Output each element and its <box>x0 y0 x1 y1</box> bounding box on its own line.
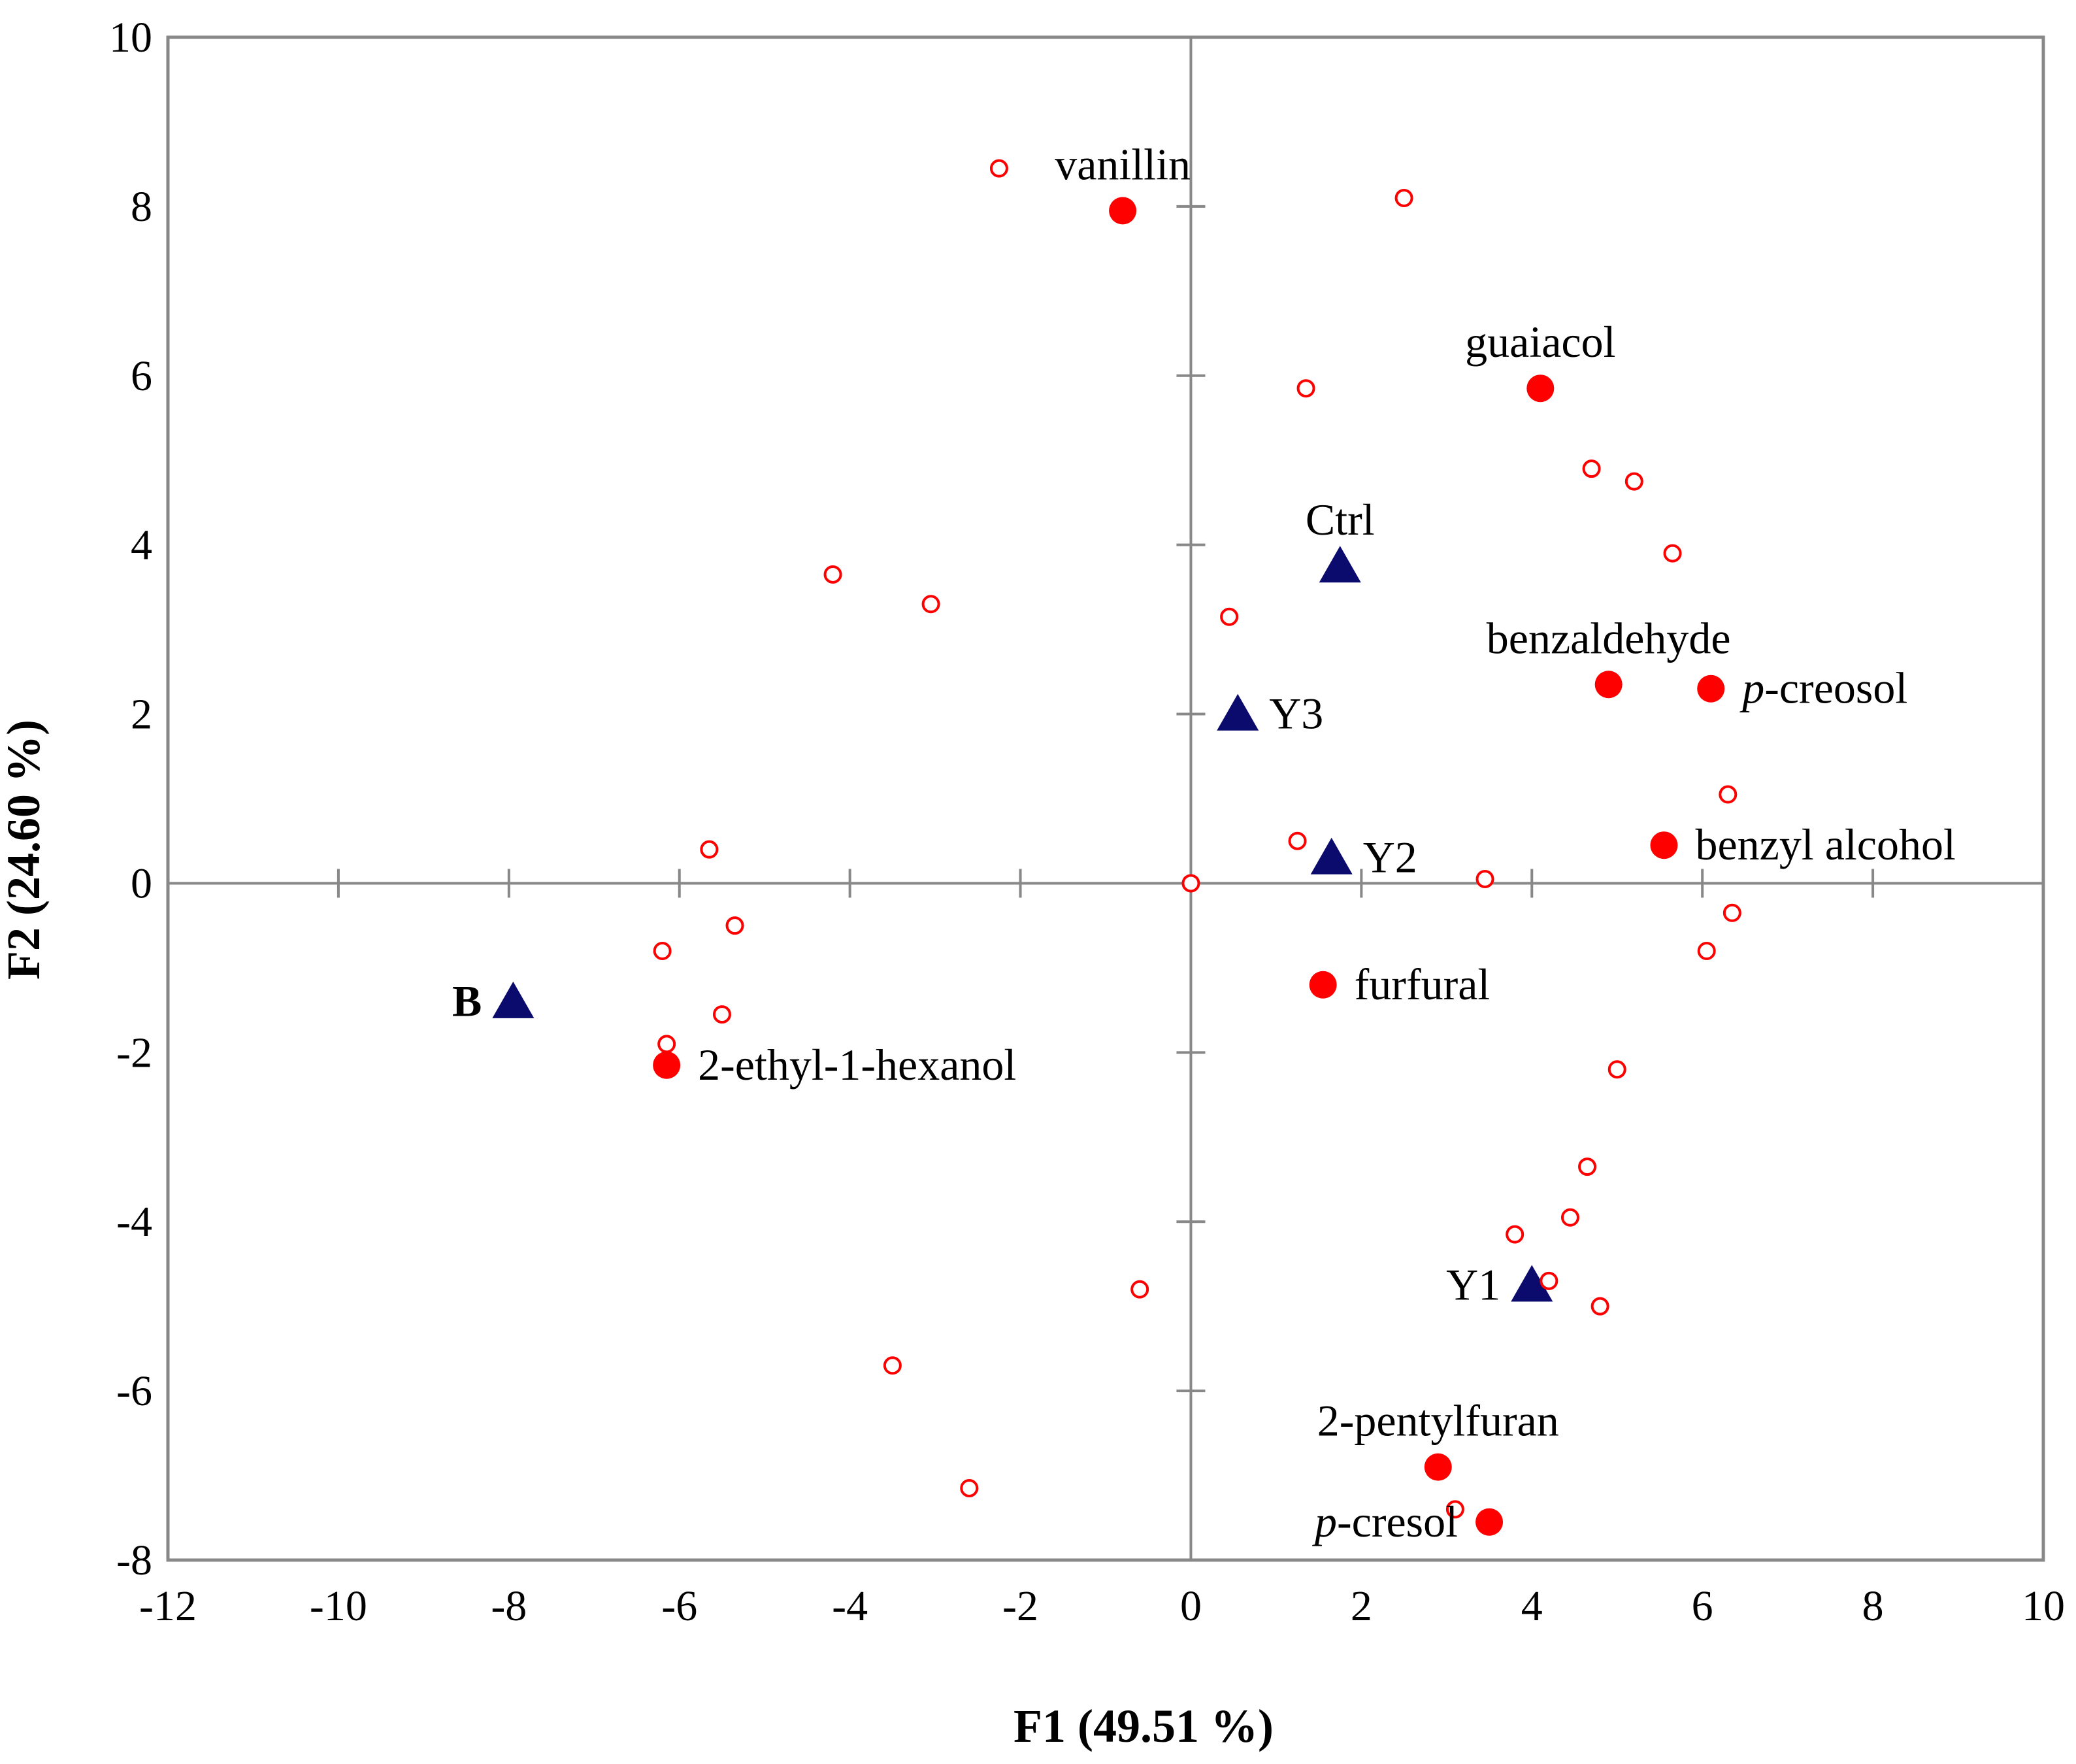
compound-point <box>1526 374 1555 403</box>
x-tick-label: 4 <box>1521 1582 1543 1630</box>
point-label: Y3 <box>1269 689 1323 739</box>
point-label: B <box>452 976 482 1026</box>
y-tick-label: 8 <box>131 183 152 231</box>
open-circle-point <box>1663 544 1682 563</box>
open-circle-point <box>1624 472 1643 491</box>
y-tick-label: -6 <box>116 1367 152 1415</box>
sample-point <box>1511 1265 1553 1302</box>
x-tick-label: -8 <box>491 1582 527 1630</box>
y-tick-label: -2 <box>116 1029 152 1076</box>
open-circle-point <box>700 840 719 859</box>
point-label: furfural <box>1355 959 1491 1009</box>
open-circle-point <box>1607 1060 1626 1079</box>
y-tick-label: 2 <box>131 691 152 739</box>
x-tick-label: -12 <box>139 1582 197 1630</box>
open-circle-point <box>1578 1157 1597 1176</box>
open-circle-point <box>1719 785 1738 804</box>
compound-point <box>1697 674 1725 703</box>
point-label: Ctrl <box>1306 495 1375 544</box>
x-tick-label: -4 <box>832 1582 868 1630</box>
open-circle-point <box>653 942 672 960</box>
open-circle-point <box>1722 903 1741 922</box>
open-circle-point <box>823 565 842 584</box>
open-circle-point <box>657 1035 676 1054</box>
open-circle-point <box>989 159 1008 178</box>
open-circle-point <box>921 595 940 614</box>
open-circle-point <box>1506 1225 1524 1244</box>
open-circle-point <box>725 916 744 935</box>
sample-point <box>492 981 535 1018</box>
x-tick-label: -6 <box>661 1582 697 1630</box>
x-axis-title: F1 (49.51 %) <box>1013 1700 1274 1752</box>
point-label: p-creosol <box>1739 663 1907 713</box>
sample-point <box>1217 693 1259 731</box>
open-circle-point <box>1130 1280 1149 1299</box>
compound-point <box>1424 1453 1452 1481</box>
y-tick-label: -4 <box>116 1198 152 1246</box>
open-circle-point <box>1582 459 1601 478</box>
open-circle-point <box>883 1356 902 1375</box>
y-tick-label: 6 <box>131 352 152 400</box>
x-tick-label: -10 <box>310 1582 367 1630</box>
open-circle-point <box>1296 379 1315 398</box>
point-label: 2-pentylfuran <box>1317 1396 1559 1446</box>
tick-labels: -12 -10 -8 -6 -4 -2 0 2 4 6 8 10 -8 -6 -4 -2 0 2 4 6 8 10 <box>109 14 2065 1630</box>
point-label: vanillin <box>1055 139 1191 189</box>
y-tick-label: 4 <box>131 522 152 569</box>
open-circle-point <box>1181 874 1200 893</box>
data-points <box>492 159 1741 1536</box>
x-tick-label: 8 <box>1862 1582 1884 1630</box>
sample-point <box>1319 546 1361 583</box>
point-label: Y1 <box>1446 1259 1500 1309</box>
open-circle-point <box>1540 1271 1558 1290</box>
compound-point <box>1475 1508 1504 1536</box>
tick-marks <box>337 205 1875 1393</box>
compound-point <box>1309 971 1337 999</box>
x-tick-label: 2 <box>1351 1582 1372 1630</box>
y-tick-label: 10 <box>109 14 152 61</box>
open-circle-point <box>1445 1500 1464 1519</box>
x-tick-label: 6 <box>1692 1582 1713 1630</box>
y-tick-label: -8 <box>116 1537 152 1584</box>
open-circle-point <box>1475 869 1494 888</box>
open-circle-point <box>1590 1297 1609 1316</box>
axes-layer <box>168 37 2043 1560</box>
point-label: benzaldehyde <box>1487 613 1731 663</box>
y-tick-label: 0 <box>131 859 152 907</box>
x-tick-label: -2 <box>1002 1582 1038 1630</box>
point-labels: CtrlY3Y2BY1vanillinguaiacolbenzaldehydep… <box>452 139 1956 1546</box>
open-circle-point <box>960 1478 979 1497</box>
x-tick-label: 10 <box>2022 1582 2065 1630</box>
point-label: guaiacol <box>1465 317 1615 367</box>
plot-area-frame <box>166 35 2045 1562</box>
open-circle-point <box>1697 942 1716 960</box>
x-tick-label: 0 <box>1180 1582 1202 1630</box>
compound-point <box>1109 197 1137 225</box>
open-circle-point <box>1288 831 1307 850</box>
point-label: 2-ethyl-1-hexanol <box>698 1040 1016 1090</box>
compound-point <box>1594 671 1623 699</box>
open-circle-point <box>1560 1208 1579 1227</box>
compound-point <box>1650 831 1678 859</box>
open-circle-point <box>1394 188 1413 207</box>
compound-point <box>653 1051 681 1079</box>
point-label: benzyl alcohol <box>1695 820 1955 869</box>
point-label: Y2 <box>1363 833 1417 882</box>
open-circle-point <box>1220 607 1239 626</box>
y-axis-title: F2 (24.60 %) <box>0 720 50 980</box>
sample-point <box>1310 837 1353 874</box>
open-circle-point <box>712 1005 731 1024</box>
point-label: p-cresol <box>1312 1497 1458 1546</box>
